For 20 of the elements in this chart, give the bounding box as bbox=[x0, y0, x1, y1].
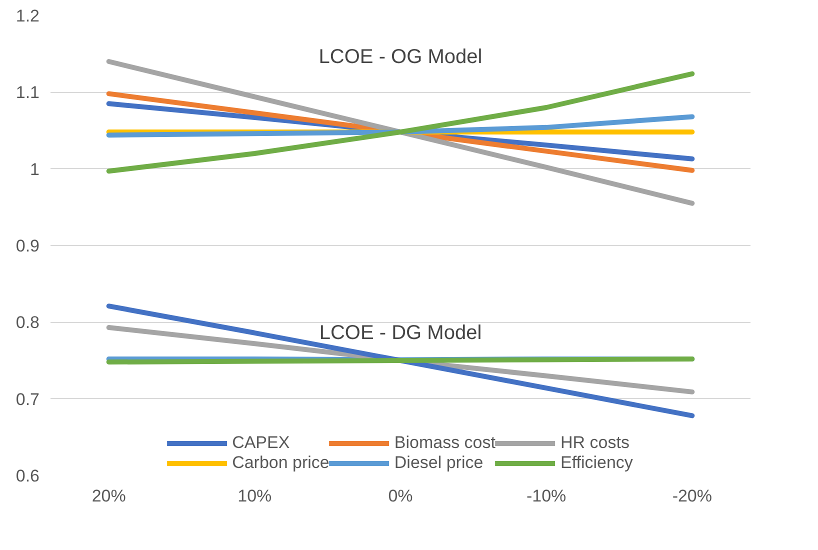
y-tick-label: 0.9 bbox=[16, 236, 40, 256]
y-tick-label: 0.8 bbox=[16, 313, 40, 332]
y-tick-label: 1.1 bbox=[16, 83, 40, 102]
annotation: LCOE - OG Model bbox=[318, 46, 482, 68]
x-tick-label: -20% bbox=[672, 486, 712, 506]
annotation: LCOE - DG Model bbox=[319, 322, 482, 344]
y-tick-label: 0.6 bbox=[16, 466, 40, 486]
y-tick-label: 1.2 bbox=[16, 6, 40, 26]
x-tick-label: 20% bbox=[92, 486, 126, 506]
y-tick-label: 1 bbox=[30, 160, 40, 179]
legend-label: HR costs bbox=[560, 433, 630, 453]
legend-label: CAPEX bbox=[232, 433, 290, 453]
legend-label: Efficiency bbox=[560, 453, 633, 473]
x-tick-label: -10% bbox=[526, 486, 566, 506]
legend-label: Carbon price bbox=[232, 453, 330, 473]
legend-label: Diesel price bbox=[394, 453, 484, 473]
x-tick-label: 0% bbox=[388, 486, 413, 506]
x-tick-label: 10% bbox=[238, 486, 272, 506]
legend-label: Biomass cost bbox=[394, 433, 496, 453]
y-tick-label: 0.7 bbox=[16, 390, 40, 409]
